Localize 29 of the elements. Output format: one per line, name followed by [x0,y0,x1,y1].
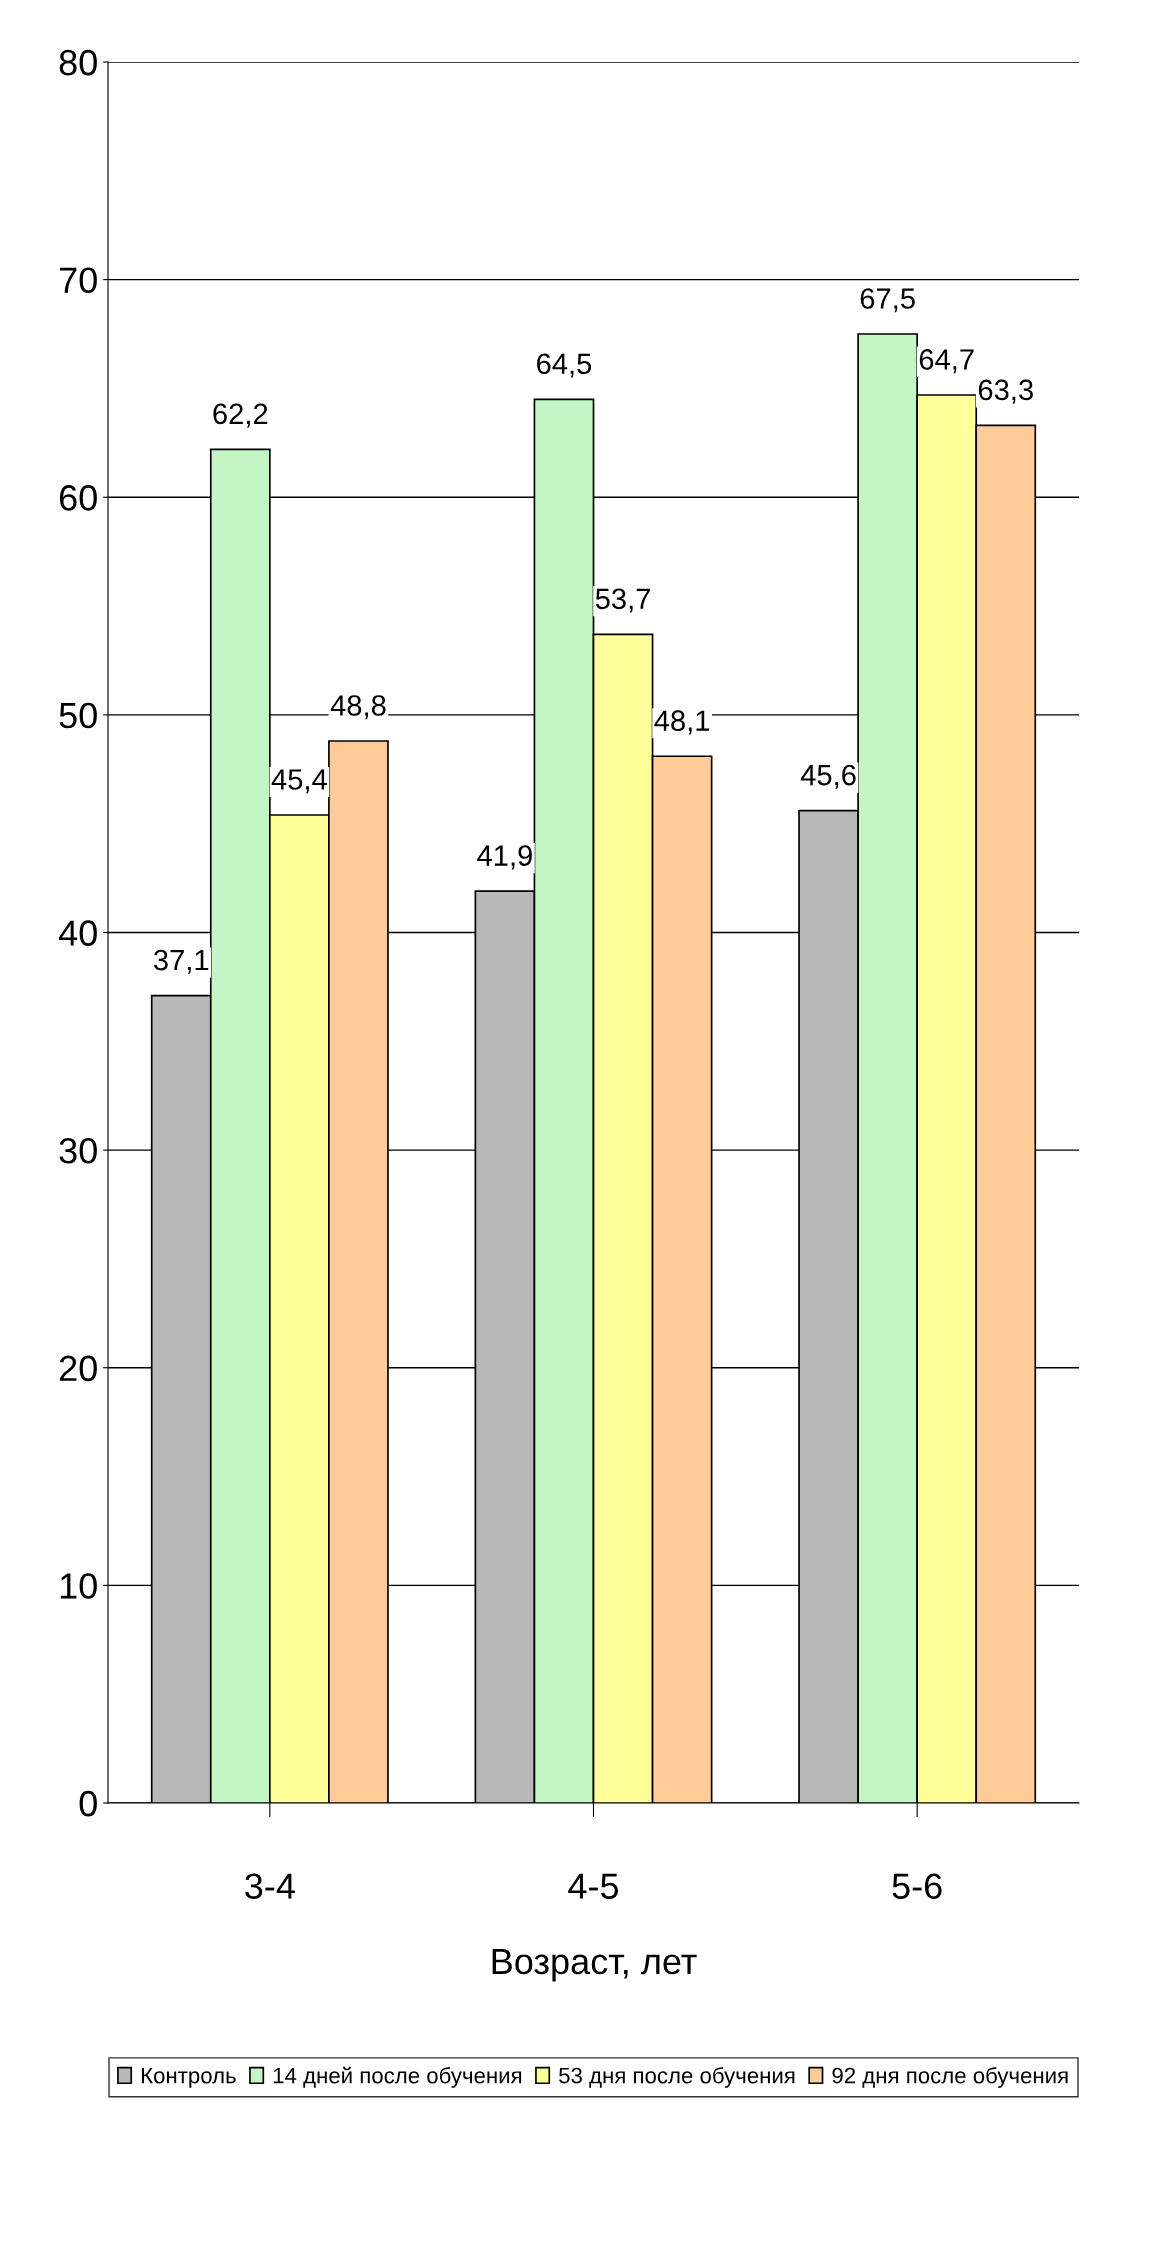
legend-label: Контроль [141,2067,236,2088]
y-tick-label: 0 [79,1790,97,1817]
y-tick-label: 80 [59,49,97,76]
y-tick-label: 40 [58,920,97,946]
y-tick-label: 70 [59,267,97,294]
data-label: 45,6 [800,764,856,789]
y-tick-label: 20 [59,1355,97,1382]
data-label: 48,8 [330,695,386,720]
data-label: 41,9 [477,845,532,870]
x-axis-title: Возраст, лет [492,1949,697,1982]
data-label: 67,5 [860,288,915,313]
data-label: 64,5 [537,353,592,378]
data-label: 64,7 [919,349,974,374]
x-tick-label: 3-4 [245,1873,295,1899]
legend-label: 92 дня после обучения [832,2066,1068,2088]
data-label: 45,4 [271,769,327,794]
data-label: 48,1 [654,710,710,735]
y-tick-label: 60 [59,485,97,511]
y-tick-label: 50 [59,702,97,729]
data-label: 37,1 [153,949,209,974]
data-label: 62,2 [213,403,268,428]
data-label: 53,7 [595,588,650,613]
y-tick-label: 10 [60,1573,97,1599]
x-tick-label: 4-5 [568,1873,619,1899]
y-tick-label: 30 [59,1137,97,1164]
legend-label: 53 дня после обучения [559,2066,795,2088]
data-label: 63,3 [978,379,1033,404]
legend-label: 14 дней после обучения [273,2066,522,2088]
x-tick-label: 5-6 [892,1873,942,1899]
